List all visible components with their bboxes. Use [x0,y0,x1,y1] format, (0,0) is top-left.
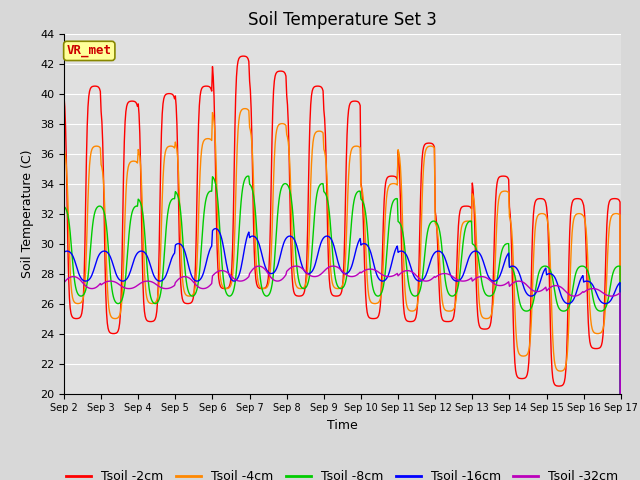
X-axis label: Time: Time [327,419,358,432]
Tsoil -4cm [335,286,342,291]
Tsoil -8cm [206,188,214,194]
Tsoil -32cm [60,280,68,286]
Line: Tsoil -8cm: Tsoil -8cm [64,176,621,480]
Tsoil -16cm [212,226,220,231]
Tsoil -4cm [566,264,574,270]
Tsoil -16cm [389,256,397,262]
Tsoil -4cm [389,181,397,187]
Tsoil -2cm [239,53,247,59]
Tsoil -8cm [335,285,342,290]
Tsoil -4cm [206,136,214,142]
Tsoil -2cm [566,213,574,218]
Tsoil -2cm [60,94,68,99]
Tsoil -32cm [566,292,574,298]
Tsoil -8cm [244,173,252,179]
Text: VR_met: VR_met [67,44,112,58]
Tsoil -4cm [241,106,249,111]
Tsoil -2cm [182,300,190,306]
Tsoil -8cm [444,288,451,294]
Tsoil -8cm [60,204,68,209]
Tsoil -2cm [389,173,397,179]
Tsoil -4cm [60,147,68,153]
Tsoil -16cm [182,253,190,259]
Tsoil -32cm [255,263,263,269]
Tsoil -32cm [389,273,397,279]
Line: Tsoil -2cm: Tsoil -2cm [64,56,621,480]
Y-axis label: Soil Temperature (C): Soil Temperature (C) [22,149,35,278]
Tsoil -32cm [182,274,190,280]
Tsoil -2cm [206,84,214,90]
Line: Tsoil -32cm: Tsoil -32cm [64,266,621,480]
Tsoil -8cm [182,277,190,283]
Tsoil -16cm [335,261,342,267]
Tsoil -16cm [206,246,214,252]
Tsoil -8cm [566,299,574,304]
Tsoil -32cm [444,271,451,277]
Tsoil -4cm [444,308,451,314]
Title: Soil Temperature Set 3: Soil Temperature Set 3 [248,11,437,29]
Tsoil -2cm [335,293,342,299]
Tsoil -16cm [444,263,451,269]
Tsoil -32cm [206,282,214,288]
Tsoil -16cm [566,300,574,306]
Tsoil -4cm [182,292,190,298]
Legend: Tsoil -2cm, Tsoil -4cm, Tsoil -8cm, Tsoil -16cm, Tsoil -32cm: Tsoil -2cm, Tsoil -4cm, Tsoil -8cm, Tsoi… [61,465,623,480]
Tsoil -32cm [335,265,342,271]
Line: Tsoil -16cm: Tsoil -16cm [64,228,621,480]
Tsoil -2cm [444,319,451,324]
Tsoil -16cm [60,250,68,255]
Line: Tsoil -4cm: Tsoil -4cm [64,108,621,480]
Tsoil -8cm [389,200,397,205]
